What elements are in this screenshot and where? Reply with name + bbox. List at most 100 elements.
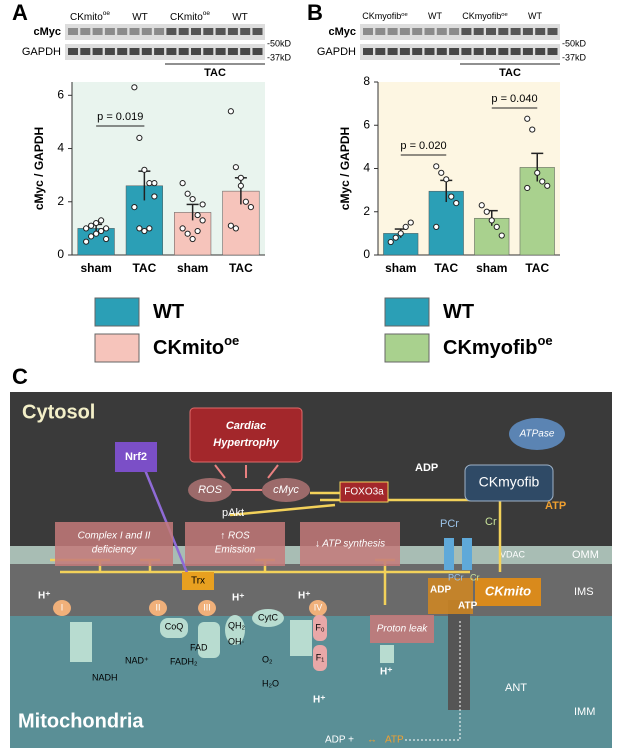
blot-band	[375, 28, 386, 35]
data-point	[98, 227, 105, 235]
label: H₂O	[262, 678, 279, 688]
node	[188, 478, 232, 502]
legend-label: WT	[443, 301, 474, 323]
data-point	[199, 217, 206, 224]
legend-swatch	[94, 333, 140, 363]
blot-band	[129, 48, 140, 55]
blot-header-text: WT	[232, 12, 248, 23]
label: OH·	[228, 636, 245, 646]
data-point	[189, 235, 196, 243]
blot-band	[436, 48, 447, 55]
label: IV	[314, 602, 323, 612]
node-label: Hypertrophy	[213, 437, 279, 449]
blot-row-label: cMyc	[328, 26, 356, 38]
blot-band	[141, 48, 152, 55]
node	[182, 572, 214, 590]
blot-band	[191, 28, 201, 35]
label: Cytosol	[22, 401, 95, 423]
legend-label-text: WT	[443, 301, 474, 323]
blot-band	[154, 48, 165, 55]
data-point	[103, 235, 110, 243]
label: NADH	[92, 672, 118, 682]
blot-header-text: WT	[428, 11, 442, 21]
blot-band	[412, 48, 423, 55]
blot-strip	[360, 24, 560, 40]
node	[189, 407, 303, 463]
node	[185, 522, 285, 566]
data-point	[237, 174, 244, 181]
label: Cr	[470, 572, 480, 582]
data-point	[534, 169, 541, 176]
blot-header: CKmyofiboe	[462, 11, 508, 21]
blot-header-text: CKmyofib	[362, 11, 401, 21]
data-point	[443, 176, 450, 183]
blot-band	[227, 28, 238, 35]
blot-marker: -50kD	[562, 38, 587, 48]
blot-band	[363, 28, 373, 35]
data-point	[392, 234, 399, 241]
y-tick-label: 4	[363, 161, 370, 175]
bar	[519, 167, 555, 256]
blot-band	[166, 48, 177, 55]
label: Cr	[485, 516, 497, 528]
y-tick-label: 4	[57, 141, 64, 155]
label: II	[155, 602, 160, 612]
blot-band	[215, 28, 226, 35]
blot-band	[117, 48, 128, 55]
complex-markers	[53, 600, 327, 616]
blot-band	[252, 28, 263, 35]
blot-band	[117, 28, 128, 35]
data-point	[387, 238, 394, 246]
blot-header: CKmitooe	[70, 10, 110, 22]
label: I	[61, 602, 64, 612]
blot-band	[486, 48, 496, 55]
data-point	[83, 225, 90, 232]
blot-band	[449, 28, 460, 35]
node-label: cMyc	[273, 484, 299, 496]
blot-band	[547, 48, 558, 55]
y-axis-label: cMyc / GAPDH	[32, 127, 46, 210]
y-tick-label: 0	[57, 247, 64, 261]
label: ATP	[545, 500, 566, 512]
node-label: Trx	[191, 576, 205, 587]
legend-label: CKmitooe	[153, 333, 239, 359]
node-label: deficiency	[92, 545, 137, 556]
x-tick-label: TAC	[525, 261, 549, 275]
node-label: ATPase	[519, 429, 555, 440]
data-point	[232, 225, 239, 232]
blot-band	[92, 48, 103, 55]
label: ADP	[430, 585, 451, 596]
blot-band	[68, 48, 78, 55]
node-label: ROS	[198, 484, 223, 496]
data-point	[184, 230, 191, 237]
blot-header: WT	[132, 12, 148, 23]
label: ANT	[505, 682, 527, 694]
legend-swatch	[384, 297, 430, 327]
blot-band	[486, 28, 496, 35]
annotation: p = 0.040	[491, 93, 537, 105]
blot-header: WT	[232, 12, 248, 23]
annotation: p = 0.020	[400, 140, 446, 152]
data-point	[232, 164, 239, 171]
label: F₀	[315, 622, 324, 632]
data-point	[93, 219, 100, 227]
blot-band	[191, 48, 201, 55]
diagram: C Cytosol Mitochondria OMM IMS IMM VDAC …	[10, 364, 612, 748]
blot-band	[399, 48, 410, 55]
x-tick-label: TAC	[229, 261, 253, 275]
x-tick-label: TAC	[434, 261, 458, 275]
y-axis-label: cMyc / GAPDH	[338, 127, 352, 210]
node-label: FOXO3a	[344, 487, 384, 498]
label: PCr	[440, 518, 459, 530]
blot-header-text: CKmito	[70, 12, 103, 23]
node	[428, 578, 473, 614]
legend-label-text: CKmito	[153, 337, 224, 359]
label: F₁	[316, 652, 325, 662]
blot-band	[461, 28, 472, 35]
data-point	[397, 230, 404, 237]
blot-header-text: WT	[132, 12, 148, 23]
blot-band	[510, 28, 521, 35]
node-label: ↑ ROS	[220, 531, 250, 542]
data-point	[141, 227, 148, 235]
